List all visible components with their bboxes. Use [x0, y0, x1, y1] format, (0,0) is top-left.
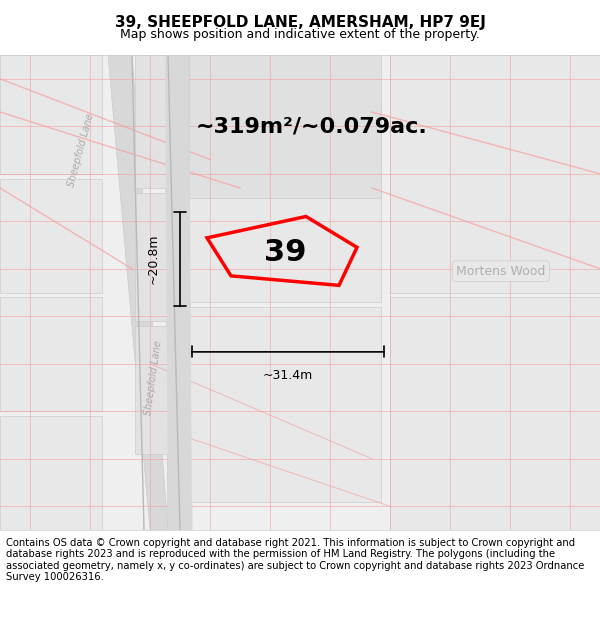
Bar [135, 192, 183, 321]
Bar [0, 179, 102, 292]
Bar [0, 416, 102, 530]
Polygon shape [165, 55, 192, 530]
Bar [189, 307, 381, 501]
Bar [390, 55, 600, 292]
Text: Map shows position and indicative extent of the property.: Map shows position and indicative extent… [120, 28, 480, 41]
Text: Mortens Wood: Mortens Wood [457, 264, 545, 278]
Bar [189, 55, 381, 198]
Text: 39, SHEEPFOLD LANE, AMERSHAM, HP7 9EJ: 39, SHEEPFOLD LANE, AMERSHAM, HP7 9EJ [115, 16, 485, 31]
Bar [189, 102, 381, 302]
Bar [0, 55, 102, 174]
Text: Sheepfold Lane: Sheepfold Lane [67, 112, 95, 188]
Bar [135, 55, 183, 188]
Bar [0, 298, 102, 411]
Bar [390, 298, 600, 530]
Polygon shape [108, 55, 168, 530]
Text: Sheepfold Lane: Sheepfold Lane [143, 340, 163, 416]
Text: Contains OS data © Crown copyright and database right 2021. This information is : Contains OS data © Crown copyright and d… [6, 538, 584, 582]
Bar [135, 326, 183, 454]
Polygon shape [165, 55, 192, 530]
Text: ~20.8m: ~20.8m [146, 234, 160, 284]
Text: ~31.4m: ~31.4m [263, 369, 313, 382]
Text: ~319m²/~0.079ac.: ~319m²/~0.079ac. [196, 116, 428, 136]
Text: 39: 39 [264, 238, 306, 267]
